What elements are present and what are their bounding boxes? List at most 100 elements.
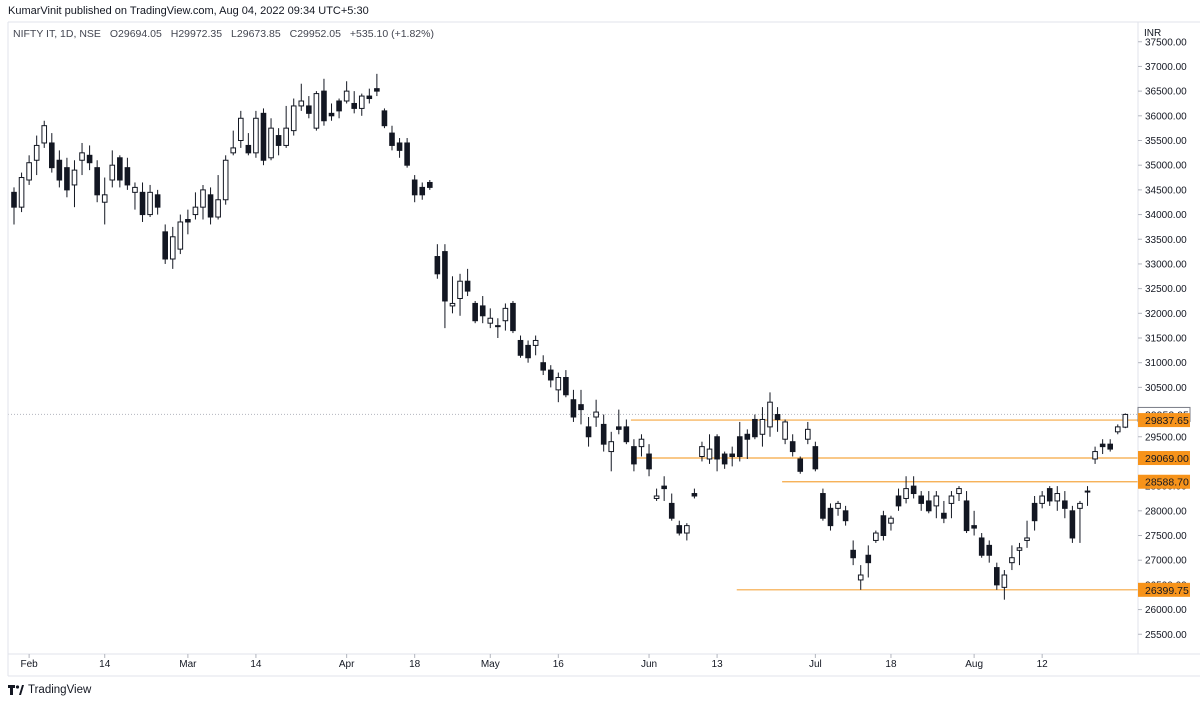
candle — [33, 135, 40, 176]
candle — [472, 300, 478, 324]
level-price-tag: 26399.75 — [1138, 582, 1190, 597]
candle-body — [1069, 510, 1076, 539]
candle — [653, 488, 660, 501]
candle-body — [563, 377, 569, 396]
candle — [842, 505, 849, 526]
candle-body — [986, 544, 993, 556]
candle-body — [510, 302, 516, 332]
candle — [313, 91, 320, 131]
candle — [389, 125, 395, 151]
candle-body — [200, 189, 206, 208]
candle — [608, 431, 615, 472]
candle — [132, 182, 138, 210]
candle — [321, 78, 327, 126]
candle — [721, 451, 728, 469]
candle — [56, 150, 63, 188]
candle — [479, 296, 486, 324]
candle-body — [139, 191, 146, 216]
candle — [918, 491, 925, 511]
candle-body — [721, 453, 728, 465]
candle — [510, 300, 516, 334]
candle — [495, 318, 501, 338]
candle — [1054, 486, 1061, 511]
candle-body — [298, 100, 305, 107]
candle — [1016, 542, 1023, 566]
candle-body — [925, 500, 932, 512]
level-price-box — [1138, 582, 1190, 597]
level-price-tag: 28588.70 — [1138, 474, 1190, 489]
price-tick-label: 34500.00 — [1145, 185, 1187, 196]
candle-body — [616, 426, 622, 430]
candle-body — [880, 515, 887, 536]
candle-body — [1024, 537, 1030, 541]
time-axis: Feb 14 Mar 14 Apr 18 May 16 Jun 13 Jul 18 Aug 12 — [21, 654, 1048, 670]
candle — [117, 155, 123, 188]
price-tick-label: 36500.00 — [1145, 87, 1187, 98]
candle-body — [313, 93, 320, 129]
candle — [306, 96, 312, 119]
candle — [487, 308, 494, 329]
candle-body — [1107, 443, 1114, 450]
price-axis: 25500.0026000.0026500.0027000.0027500.00… — [1138, 37, 1187, 641]
price-tick-label: 32000.00 — [1145, 309, 1187, 320]
candle-body — [268, 127, 274, 159]
candle — [691, 488, 698, 499]
candle-body — [275, 135, 282, 146]
candle — [827, 503, 834, 531]
candle — [744, 429, 751, 459]
candle — [336, 98, 342, 119]
candle-body — [230, 147, 237, 154]
candle — [729, 446, 736, 467]
candle — [1046, 486, 1053, 506]
time-tick-label: 16 — [553, 659, 565, 670]
candle — [585, 417, 592, 447]
candle — [79, 142, 85, 176]
price-tick-label: 31500.00 — [1145, 334, 1187, 345]
price-tick-label: 32500.00 — [1145, 284, 1187, 295]
candle-body — [351, 102, 357, 109]
candle-body — [805, 428, 811, 440]
time-tick-label: May — [481, 659, 500, 670]
candle-body — [290, 105, 297, 132]
candle — [1001, 570, 1008, 600]
high-value: H29972.35 — [170, 28, 223, 40]
candle-body — [321, 90, 327, 122]
time-tick-label: Jul — [809, 659, 822, 670]
time-tick-label: Mar — [179, 659, 197, 670]
tradingview-brand[interactable]: TradingView — [8, 684, 91, 696]
level-price-label: 29837.65 — [1145, 415, 1189, 427]
candle — [169, 226, 176, 269]
candle-body — [873, 532, 879, 541]
candle-body — [192, 206, 199, 216]
candle — [11, 187, 17, 225]
candle-body — [253, 117, 259, 154]
candle-body — [600, 423, 607, 445]
candle-body — [336, 100, 342, 112]
candle-body — [540, 362, 547, 371]
candle — [230, 130, 237, 156]
candle — [404, 138, 410, 168]
candle-body — [835, 502, 841, 509]
candle-body — [668, 502, 675, 519]
candle — [207, 187, 214, 225]
candle — [1114, 424, 1121, 435]
candle — [767, 392, 773, 437]
candle — [782, 419, 788, 445]
candle-body — [238, 117, 244, 141]
candle-body — [736, 436, 743, 457]
candle — [759, 407, 766, 447]
candle — [1009, 545, 1015, 571]
candle-body — [857, 574, 864, 581]
candle-body — [222, 159, 229, 201]
candle-body — [472, 302, 478, 322]
candle-body — [532, 339, 539, 346]
candle — [268, 118, 274, 161]
candle-body — [827, 507, 834, 527]
candle-body — [714, 436, 720, 460]
candle-body — [328, 112, 335, 117]
candle-body — [169, 236, 176, 260]
symbol-name[interactable]: NIFTY IT, 1D, NSE — [13, 28, 101, 40]
candle — [616, 409, 622, 435]
candle — [328, 103, 335, 121]
